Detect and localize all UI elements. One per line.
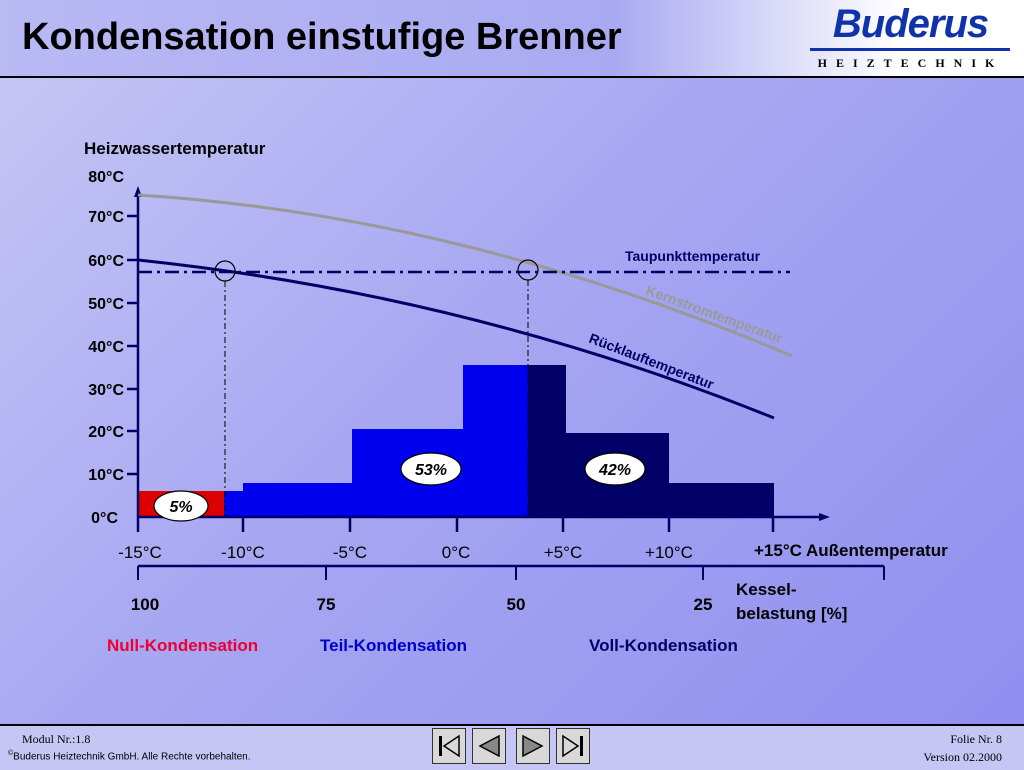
- load-tick-label: 100: [131, 595, 159, 614]
- x-tick-label: -10°C: [221, 543, 265, 562]
- version-text: Version 02.2000: [923, 750, 1002, 764]
- copyright-text: ©Buderus Heiztechnik GmbH. Alle Rechte v…: [8, 750, 251, 762]
- x-axis-title: +15°C Außentemperatur: [754, 541, 948, 560]
- y-tick-label: 10°C: [88, 467, 124, 484]
- copyright-label: Buderus Heiztechnik GmbH. Alle Rechte vo…: [13, 751, 251, 763]
- y-tick-label: 30°C: [88, 382, 124, 399]
- teil-percent-oval: [400, 452, 462, 486]
- y-tick-label: 80°C: [88, 169, 124, 186]
- y-tick-label: 50°C: [88, 296, 124, 313]
- kernstrom-label: Kernstromtemperatur: [644, 282, 785, 346]
- x-axis-ticks: [136, 517, 775, 532]
- next-page-icon: [522, 734, 544, 758]
- copyright-symbol: ©: [8, 750, 14, 757]
- load-tick-label: 50: [507, 595, 526, 614]
- next-page-button[interactable]: [516, 728, 550, 764]
- y-axis-labels: Heizwassertemperatur 80°C 70°C 60°C 50°C…: [84, 139, 266, 527]
- brand-name: Buderus: [832, 2, 989, 46]
- footer: Modul Nr.:1.8 ©Buderus Heiztechnik GmbH.…: [0, 724, 1024, 770]
- module-number: Modul Nr.:1.8: [22, 732, 91, 746]
- null-percent-oval: [153, 490, 209, 522]
- y-axis-ticks: [127, 214, 138, 476]
- kernstrom-curve: [137, 193, 793, 358]
- taupunkt-label: Taupunkttemperatur: [625, 248, 761, 264]
- load-tick-label: 75: [317, 595, 336, 614]
- y-axis-title: Heizwassertemperatur: [84, 139, 266, 158]
- load-axis-ticks: [137, 566, 885, 580]
- load-tick-label: 25: [694, 595, 713, 614]
- brand-logo: Buderus HEIZTECHNIK: [808, 2, 1013, 72]
- previous-page-button[interactable]: [472, 728, 506, 764]
- voll-percent-label: 42%: [598, 462, 631, 479]
- zone-label-teil: Teil-Kondensation: [320, 636, 467, 655]
- x-axis-arrow-icon: [819, 513, 830, 521]
- load-axis-labels: 100 75 50 25 Kessel- belastung [%]: [131, 580, 848, 623]
- brand-underline: [810, 48, 1010, 51]
- teil-percent-label: 53%: [415, 462, 447, 479]
- brand-subtitle: HEIZTECHNIK: [817, 56, 1004, 70]
- y-tick-label: 60°C: [88, 253, 124, 270]
- title-bar: Kondensation einstufige Brenner Buderus …: [0, 0, 1024, 78]
- ruecklauf-curve: [137, 258, 775, 420]
- x-tick-label: +10°C: [645, 543, 693, 562]
- page-title: Kondensation einstufige Brenner: [22, 16, 622, 58]
- slide-navigation: [432, 728, 592, 766]
- y-tick-label: 40°C: [88, 339, 124, 356]
- zone-label-voll: Voll-Kondensation: [589, 636, 738, 655]
- x-tick-label: +5°C: [544, 543, 582, 562]
- load-axis-title-line1: Kessel-: [736, 580, 796, 599]
- ruecklauf-label: Rücklauftemperatur: [587, 330, 717, 393]
- voll-percent-oval: [584, 452, 646, 486]
- y-tick-label: 0°C: [91, 510, 118, 527]
- first-page-icon: [439, 734, 460, 758]
- last-page-button[interactable]: [556, 728, 590, 764]
- condensation-diagram: Heizwassertemperatur 80°C 70°C 60°C 50°C…: [84, 139, 948, 655]
- load-axis-title-line2: belastung [%]: [736, 604, 847, 623]
- null-percent-label: 5%: [169, 499, 192, 516]
- previous-page-icon: [478, 734, 500, 758]
- x-tick-label: 0°C: [442, 543, 471, 562]
- x-tick-label: -15°C: [118, 543, 162, 562]
- bar-voll-kondensation: [528, 365, 774, 517]
- bar-teil-kondensation: [224, 365, 528, 517]
- x-axis-labels: -15°C -10°C -5°C 0°C +5°C +10°C +15°C Au…: [118, 541, 948, 562]
- slide-number: Folie Nr. 8: [950, 732, 1002, 746]
- last-page-icon: [562, 734, 583, 758]
- first-page-button[interactable]: [432, 728, 466, 764]
- x-tick-label: -5°C: [333, 543, 367, 562]
- y-tick-label: 70°C: [88, 209, 124, 226]
- zone-label-null: Null-Kondensation: [107, 636, 258, 655]
- y-tick-label: 20°C: [88, 424, 124, 441]
